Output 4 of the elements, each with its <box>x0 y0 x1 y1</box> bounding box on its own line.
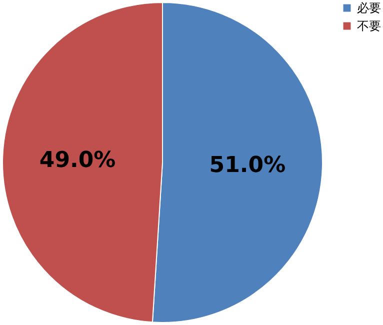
data-label: 51.0% <box>209 153 286 178</box>
legend-label: 必要 <box>357 1 381 15</box>
data-label: 49.0% <box>39 148 116 173</box>
legend-label: 不要 <box>357 19 381 33</box>
